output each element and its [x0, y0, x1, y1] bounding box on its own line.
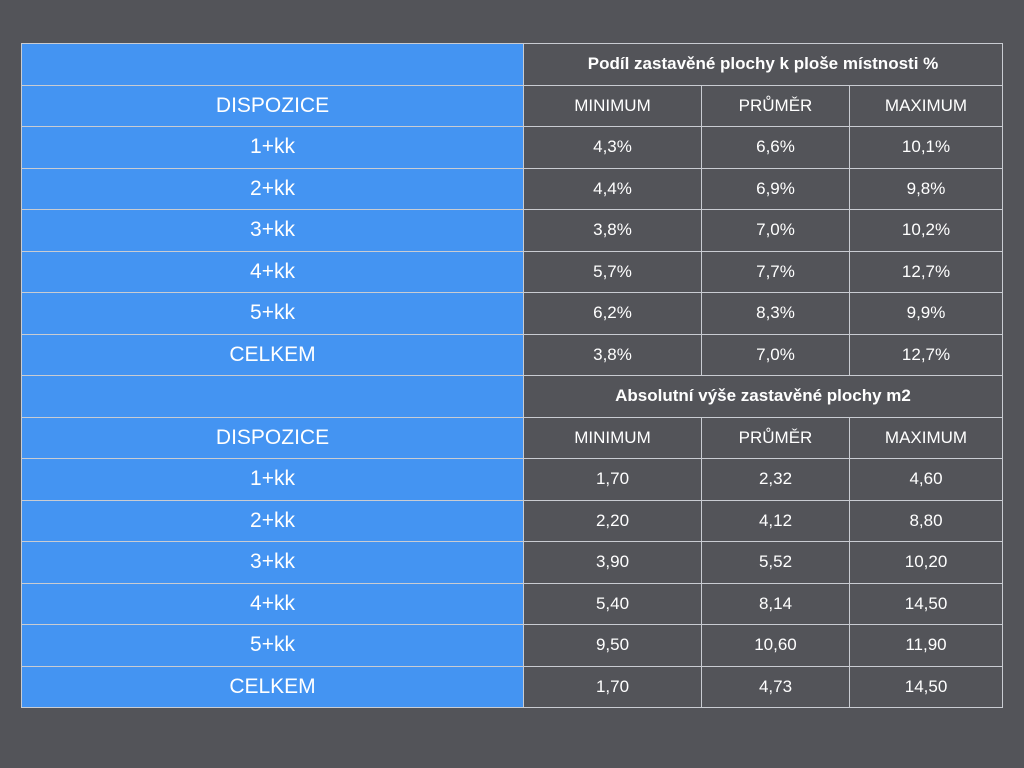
- prumer-value: 4,12: [701, 499, 850, 542]
- maximum-value: 14,50: [848, 582, 1004, 625]
- prumer-header: PRŮMĚR: [701, 84, 850, 127]
- prumer-value: 6,9%: [701, 167, 850, 210]
- maximum-value: 12,7%: [848, 333, 1004, 376]
- column-header-row: DISPOZICE MINIMUM PRŮMĚR MAXIMUM: [21, 416, 1004, 459]
- minimum-value: 6,2%: [523, 292, 702, 335]
- table-row: 4+kk 5,40 8,14 14,50: [21, 582, 1004, 625]
- row-label: 2+kk: [21, 167, 524, 210]
- row-label: 1+kk: [21, 458, 524, 501]
- row-label: CELKEM: [21, 665, 524, 708]
- prumer-header: PRŮMĚR: [701, 416, 850, 459]
- empty-label-cell: [21, 375, 524, 418]
- minimum-value: 4,3%: [523, 126, 702, 169]
- table-row: 1+kk 1,70 2,32 4,60: [21, 458, 1004, 501]
- table-row: 5+kk 9,50 10,60 11,90: [21, 624, 1004, 667]
- prumer-value: 8,3%: [701, 292, 850, 335]
- maximum-value: 10,1%: [848, 126, 1004, 169]
- maximum-value: 9,8%: [848, 167, 1004, 210]
- maximum-value: 10,20: [848, 541, 1004, 584]
- maximum-header: MAXIMUM: [848, 416, 1004, 459]
- row-label: 5+kk: [21, 292, 524, 335]
- column-header-row: DISPOZICE MINIMUM PRŮMĚR MAXIMUM: [21, 84, 1004, 127]
- table-row: 4+kk 5,7% 7,7% 12,7%: [21, 250, 1004, 293]
- maximum-value: 9,9%: [848, 292, 1004, 335]
- row-label: 1+kk: [21, 126, 524, 169]
- row-label: 4+kk: [21, 582, 524, 625]
- empty-label-cell: [21, 43, 524, 86]
- prumer-value: 7,0%: [701, 333, 850, 376]
- maximum-value: 12,7%: [848, 250, 1004, 293]
- table-row: 2+kk 4,4% 6,9% 9,8%: [21, 167, 1004, 210]
- table-row: 3+kk 3,8% 7,0% 10,2%: [21, 209, 1004, 252]
- minimum-value: 1,70: [523, 665, 702, 708]
- row-label: 2+kk: [21, 499, 524, 542]
- maximum-header: MAXIMUM: [848, 84, 1004, 127]
- dispozice-header: DISPOZICE: [21, 416, 524, 459]
- prumer-value: 6,6%: [701, 126, 850, 169]
- table-row: CELKEM 1,70 4,73 14,50: [21, 665, 1004, 708]
- section-title: Podíl zastavěné plochy k ploše místnosti…: [522, 43, 1004, 86]
- maximum-value: 10,2%: [848, 209, 1004, 252]
- prumer-value: 5,52: [701, 541, 850, 584]
- minimum-header: MINIMUM: [523, 416, 702, 459]
- prumer-value: 4,73: [701, 665, 850, 708]
- minimum-header: MINIMUM: [523, 84, 702, 127]
- prumer-value: 2,32: [701, 458, 850, 501]
- table-row: 3+kk 3,90 5,52 10,20: [21, 541, 1004, 584]
- table-row: 5+kk 6,2% 8,3% 9,9%: [21, 292, 1004, 335]
- minimum-value: 1,70: [523, 458, 702, 501]
- minimum-value: 4,4%: [523, 167, 702, 210]
- section-title: Absolutní výše zastavěné plochy m2: [522, 375, 1004, 418]
- maximum-value: 4,60: [848, 458, 1004, 501]
- maximum-value: 11,90: [848, 624, 1004, 667]
- dispozice-header: DISPOZICE: [21, 84, 524, 127]
- minimum-value: 3,90: [523, 541, 702, 584]
- minimum-value: 9,50: [523, 624, 702, 667]
- maximum-value: 8,80: [848, 499, 1004, 542]
- prumer-value: 8,14: [701, 582, 850, 625]
- section-title-row: Podíl zastavěné plochy k ploše místnosti…: [21, 43, 1004, 86]
- table-row: 2+kk 2,20 4,12 8,80: [21, 499, 1004, 542]
- data-table: Podíl zastavěné plochy k ploše místnosti…: [21, 43, 1004, 708]
- minimum-value: 3,8%: [523, 333, 702, 376]
- section-title-row: Absolutní výše zastavěné plochy m2: [21, 375, 1004, 418]
- minimum-value: 3,8%: [523, 209, 702, 252]
- row-label: 3+kk: [21, 209, 524, 252]
- row-label: 5+kk: [21, 624, 524, 667]
- row-label: 3+kk: [21, 541, 524, 584]
- table-row: CELKEM 3,8% 7,0% 12,7%: [21, 333, 1004, 376]
- minimum-value: 5,7%: [523, 250, 702, 293]
- prumer-value: 10,60: [701, 624, 850, 667]
- minimum-value: 5,40: [523, 582, 702, 625]
- prumer-value: 7,0%: [701, 209, 850, 252]
- prumer-value: 7,7%: [701, 250, 850, 293]
- row-label: CELKEM: [21, 333, 524, 376]
- maximum-value: 14,50: [848, 665, 1004, 708]
- row-label: 4+kk: [21, 250, 524, 293]
- table-row: 1+kk 4,3% 6,6% 10,1%: [21, 126, 1004, 169]
- minimum-value: 2,20: [523, 499, 702, 542]
